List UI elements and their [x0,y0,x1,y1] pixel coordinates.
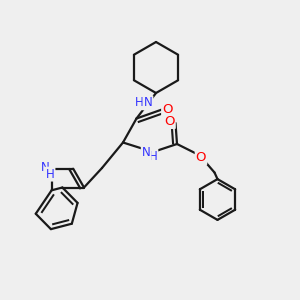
Text: H: H [46,168,55,181]
Text: N: N [142,146,151,160]
Text: N: N [144,96,152,109]
Text: H: H [148,149,158,163]
Text: O: O [164,115,175,128]
Text: H: H [135,96,144,109]
Text: N: N [40,161,50,174]
Text: O: O [162,103,173,116]
Text: O: O [196,151,206,164]
